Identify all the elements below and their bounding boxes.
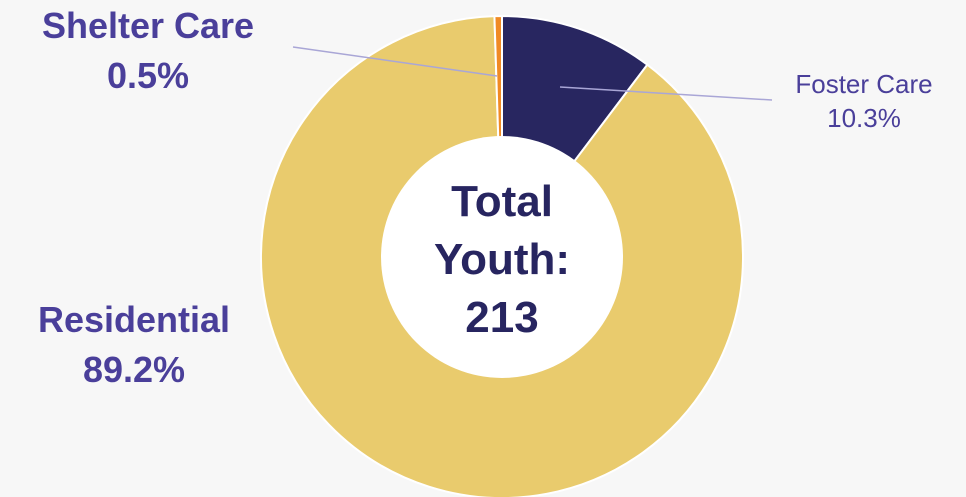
slice-label-residential: Residential (38, 299, 230, 340)
leader-line-foster-care (559, 86, 773, 101)
donut-hole (381, 136, 623, 378)
slice-residential (260, 15, 744, 497)
slice-label-foster-care: Foster Care (795, 69, 932, 99)
leader-line-shelter-care (292, 46, 498, 77)
slice-label-shelter-care: Shelter Care (42, 5, 254, 46)
slice-value-foster-care: 10.3% (827, 103, 901, 133)
slice-value-shelter-care: 0.5% (107, 55, 189, 96)
center-label-line-1: Total (451, 177, 553, 226)
center-label-line-2: Youth: (434, 235, 570, 284)
leader-lines (292, 46, 773, 101)
slice-value-residential: 89.2% (83, 349, 185, 390)
center-label-total: 213 (465, 293, 538, 342)
